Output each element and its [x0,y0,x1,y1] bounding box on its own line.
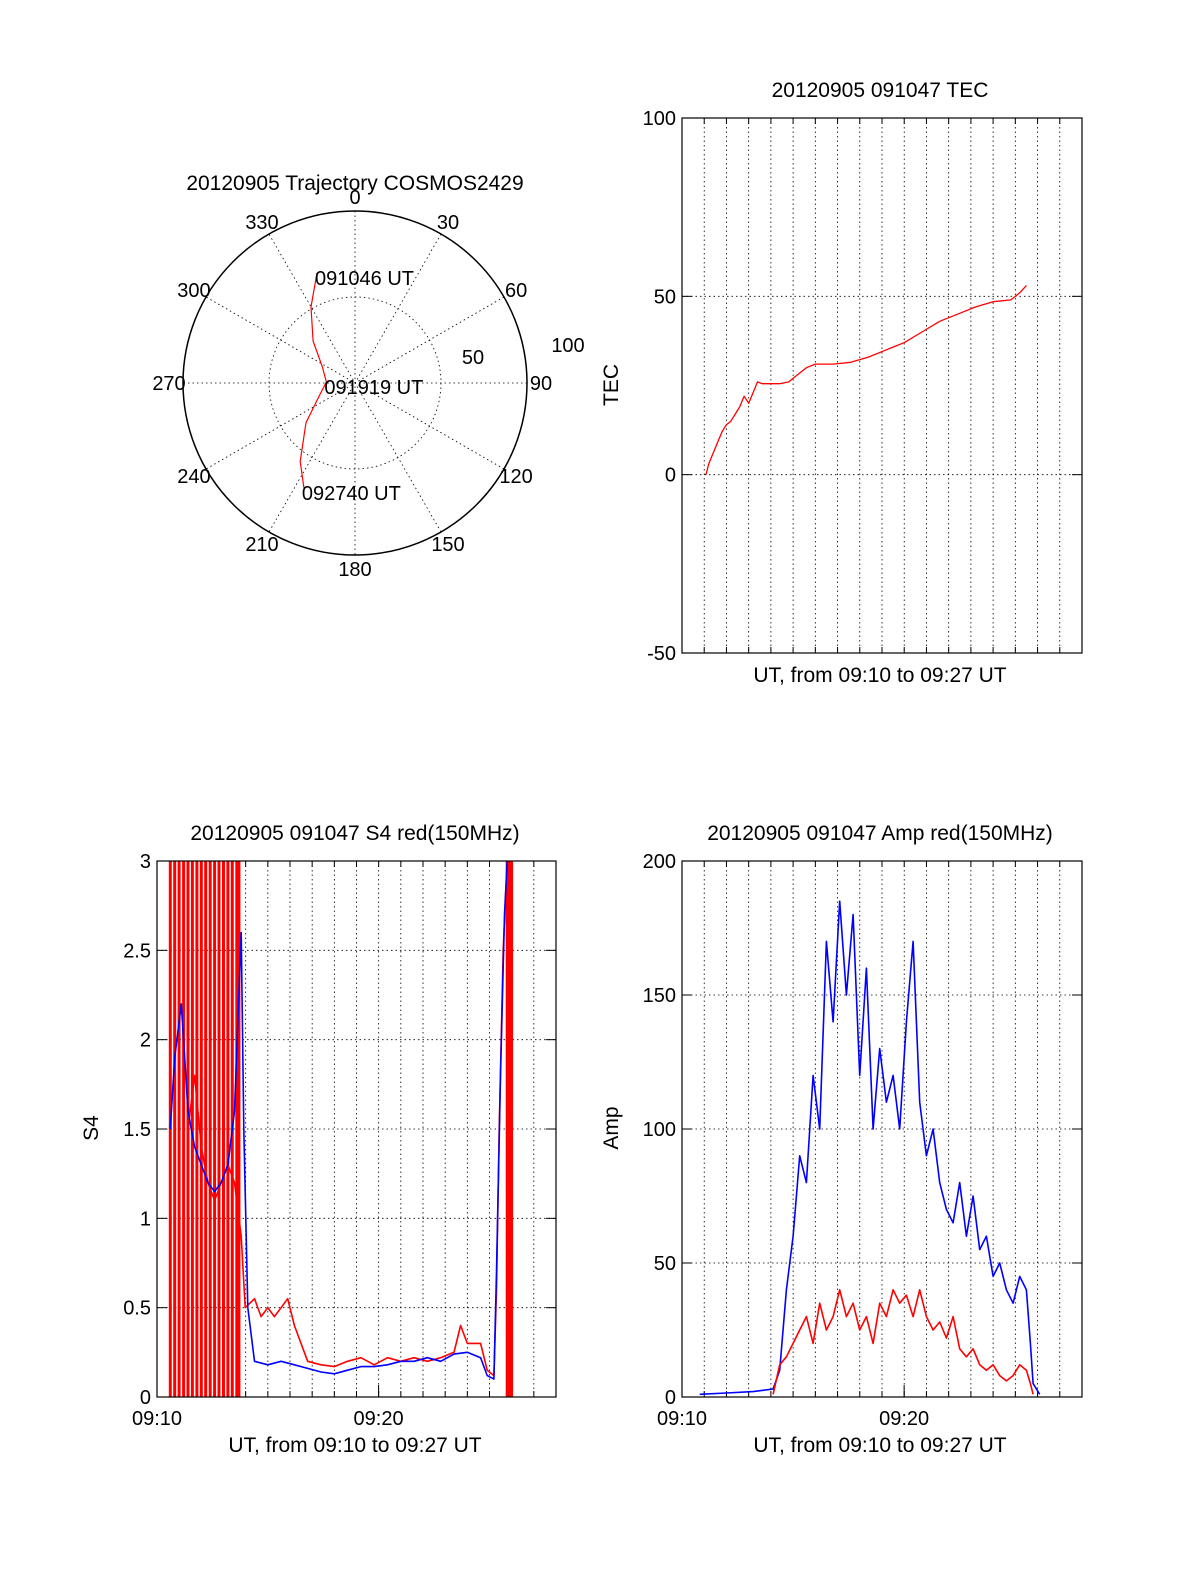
s4-x-axis-label: UT, from 09:10 to 09:27 UT [228,1434,481,1457]
tec-series-0-line [705,285,1027,475]
trajectory-line [299,272,328,488]
polar-radial-label: 50 [462,347,484,369]
amp-chart: 20120905 091047 Amp red(150MHz) UT, from… [600,822,1083,1457]
amp-y-tick-label: 50 [654,1253,676,1275]
s4-y-tick-label: 1.5 [123,1119,151,1141]
amp-x-tick-label: 09:20 [879,1408,929,1430]
s4-series-1-line [169,861,508,1380]
tec-chart: 20120905 091047 TEC UT, from 09:10 to 09… [600,79,1083,687]
s4-y-axis-label: S4 [80,1115,103,1141]
s4-x-tick-label: 09:10 [132,1408,182,1430]
trajectory-time-label: 091046 UT [315,268,414,290]
s4-y-tick-label: 2 [140,1030,151,1052]
amp-series-1-line [772,1289,1034,1395]
s4-y-tick-label: 3 [140,851,151,873]
polar-radial-label: 100 [551,335,584,357]
s4-y-tick-label: 0 [140,1387,151,1409]
s4-chart-title: 20120905 091047 S4 red(150MHz) [190,822,519,845]
trajectory-polar-chart: 20120905 Trajectory COSMOS2429 0 30 60 90 12… [152,172,584,581]
tec-x-axis-label: UT, from 09:10 to 09:27 UT [753,664,1006,687]
polar-angle-label: 120 [499,466,532,488]
polar-angle-label: 90 [530,373,552,395]
trajectory-time-label: 092740 UT [302,483,401,505]
amp-y-axis-label: Amp [600,1106,623,1149]
amp-chart-title: 20120905 091047 Amp red(150MHz) [707,822,1053,845]
tec-y-tick-label: -50 [647,643,676,665]
polar-angle-label: 30 [437,212,459,234]
amp-plot-frame [681,860,1083,1398]
polar-spoke [268,233,442,533]
tec-y-tick-label: 0 [665,465,676,487]
polar-angle-label: 210 [245,534,278,556]
s4-y-tick-label: 2.5 [123,940,151,962]
amp-y-tick-label: 0 [665,1387,676,1409]
polar-angle-label: 240 [177,466,210,488]
tec-plot-frame [681,117,1083,654]
polar-angle-label: 330 [245,212,278,234]
trajectory-time-label: 091919 UT [324,377,423,399]
s4-plot-frame [156,860,557,1398]
polar-angle-label: 270 [152,373,185,395]
s4-x-tick-label: 09:20 [354,1408,404,1430]
amp-y-tick-label: 200 [643,851,676,873]
amp-x-tick-label: 09:10 [657,1408,707,1430]
s4-chart: 20120905 091047 S4 red(150MHz) UT, from … [80,822,557,1457]
tec-y-axis-label: TEC [600,364,623,406]
s4-y-tick-label: 1 [140,1208,151,1230]
polar-angle-label: 150 [431,534,464,556]
polar-angle-label: 300 [177,280,210,302]
amp-data-layer [699,900,1041,1396]
polar-chart-title: 20120905 Trajectory COSMOS2429 [186,172,523,195]
tec-chart-title: 20120905 091047 TEC [772,79,989,102]
polar-angle-label: 60 [505,280,527,302]
polar-angle-label: 180 [338,559,371,581]
amp-x-axis-label: UT, from 09:10 to 09:27 UT [753,1434,1006,1457]
s4-y-tick-label: 0.5 [123,1298,151,1320]
s4-data-layer [168,861,514,1397]
amp-y-tick-label: 150 [643,985,676,1007]
polar-angle-label: 0 [349,187,360,209]
tec-data-layer [705,285,1027,475]
tec-y-tick-label: 100 [643,108,676,130]
tec-y-tick-label: 50 [654,286,676,308]
amp-y-tick-label: 100 [643,1119,676,1141]
s4-series-0-line [187,861,508,1377]
amp-series-0-line [699,900,1041,1396]
